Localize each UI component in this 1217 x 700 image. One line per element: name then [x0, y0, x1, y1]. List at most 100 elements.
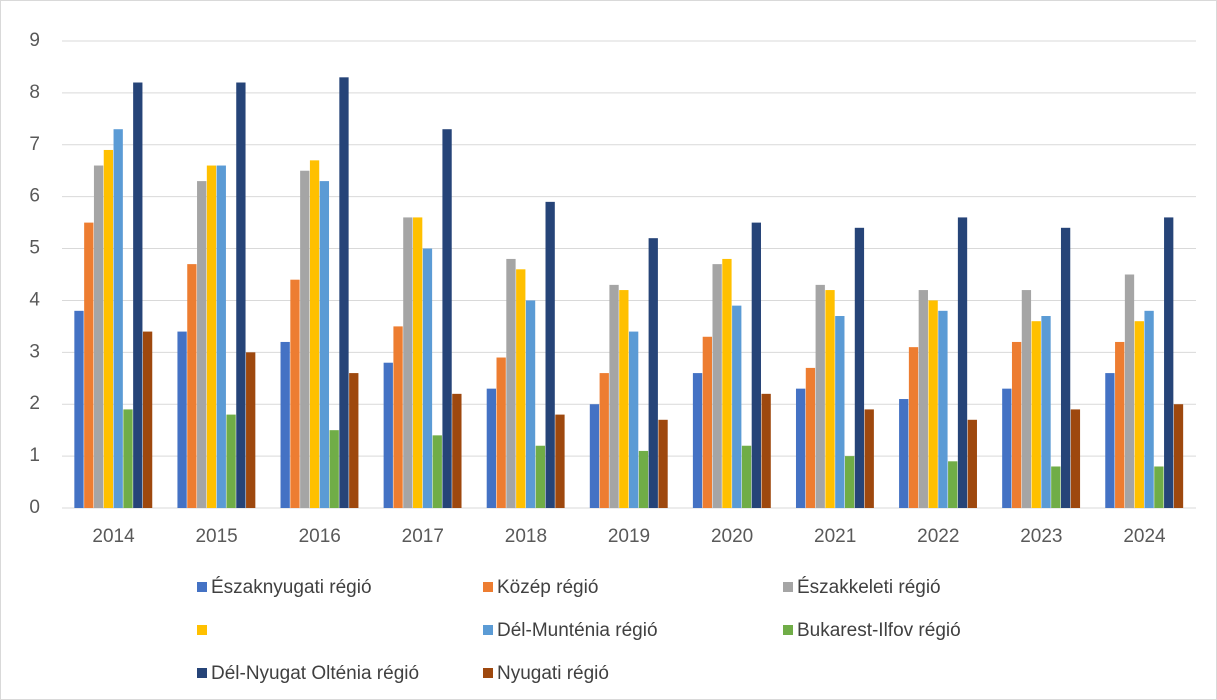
- x-tick-label: 2019: [608, 526, 650, 547]
- x-tick-label: 2020: [711, 526, 753, 547]
- y-tick-label: 9: [29, 30, 40, 51]
- bar: [599, 373, 609, 508]
- bar: [835, 316, 845, 508]
- x-tick-label: 2024: [1123, 526, 1166, 547]
- bar: [899, 399, 909, 508]
- legend-swatch: [197, 668, 207, 678]
- bar: [638, 450, 649, 508]
- bar: [702, 336, 712, 508]
- bar: [1173, 404, 1184, 508]
- bar: [422, 248, 433, 509]
- x-tick-label: 2015: [195, 526, 237, 547]
- bar: [761, 393, 771, 508]
- bar: [413, 217, 423, 508]
- bar: [1164, 217, 1174, 508]
- legend-label: Északnyugati régió: [211, 577, 372, 598]
- bar: [280, 341, 290, 508]
- x-tick-label: 2021: [814, 526, 856, 547]
- bar: [1154, 466, 1164, 508]
- y-tick-label: 3: [29, 341, 40, 362]
- y-tick-label: 2: [29, 393, 40, 414]
- legend-swatch: [783, 625, 793, 635]
- bar: [948, 461, 958, 508]
- bar: [339, 77, 349, 509]
- bar: [103, 149, 114, 508]
- bar: [432, 435, 442, 508]
- bar: [555, 414, 565, 508]
- x-tick-label: 2018: [505, 526, 547, 547]
- bar: [658, 419, 668, 508]
- bar: [113, 129, 123, 508]
- legend-label: Bukarest-Ilfov régió: [797, 620, 961, 641]
- bar: [722, 258, 732, 508]
- x-tick-label: 2022: [917, 526, 959, 547]
- legend-label: Északkeleti régió: [797, 577, 941, 598]
- bar: [1051, 466, 1061, 508]
- bar: [732, 305, 742, 508]
- bar: [609, 284, 619, 508]
- x-tick-label: 2017: [402, 526, 444, 547]
- y-tick-label: 0: [29, 497, 40, 518]
- bar: [805, 367, 816, 508]
- bar: [123, 409, 133, 508]
- bar: [1060, 227, 1071, 509]
- bar: [938, 310, 948, 508]
- legend-swatch: [197, 582, 207, 592]
- bar: [619, 290, 629, 508]
- y-tick-label: 4: [29, 289, 40, 310]
- bar: [535, 445, 546, 508]
- bar: [246, 352, 256, 508]
- bar: [1134, 321, 1144, 508]
- bar: [741, 445, 752, 508]
- bar: [1105, 373, 1115, 508]
- bar: [1002, 388, 1012, 508]
- legend-label: Nyugati régió: [497, 663, 609, 684]
- bar: [206, 165, 217, 509]
- bar: [751, 222, 761, 508]
- bar: [187, 264, 197, 508]
- bar: [319, 181, 330, 508]
- y-tick-label: 6: [29, 186, 40, 207]
- bar: [177, 331, 187, 508]
- bar: [226, 414, 236, 508]
- bar: [589, 404, 600, 508]
- bar: [648, 238, 658, 508]
- bar: [393, 326, 403, 508]
- bar: [825, 290, 835, 508]
- bar: [957, 217, 968, 508]
- legend-swatch: [483, 625, 493, 635]
- bar: [84, 222, 94, 508]
- bar: [918, 290, 928, 508]
- bar: [349, 373, 359, 508]
- bar: [486, 388, 497, 508]
- legend-label: Dél-Munténia régió: [497, 620, 658, 641]
- bar: [93, 165, 104, 509]
- y-tick-label: 7: [29, 134, 40, 155]
- bar: [1070, 409, 1081, 508]
- bar: [815, 284, 825, 508]
- bar: [1041, 316, 1051, 508]
- y-tick-label: 5: [29, 238, 40, 259]
- bar: [403, 217, 413, 508]
- bar: [133, 82, 143, 508]
- bar: [496, 357, 506, 508]
- bar: [506, 258, 516, 508]
- bar: [290, 279, 300, 508]
- legend-swatch: [483, 668, 493, 678]
- bar: [712, 264, 722, 508]
- bar: [525, 300, 536, 508]
- legend-label: Dél-Nyugat Olténia régió: [211, 663, 419, 684]
- y-tick-label: 8: [29, 82, 40, 103]
- bar: [928, 300, 938, 508]
- bar: [1021, 290, 1032, 508]
- bar: [142, 331, 153, 508]
- bar: [74, 310, 84, 508]
- bar: [629, 331, 639, 508]
- bar: [383, 362, 393, 508]
- bar: [216, 165, 226, 509]
- legend-swatch: [197, 625, 207, 635]
- bar: [300, 170, 310, 508]
- bar: [692, 373, 703, 508]
- bar: [908, 347, 919, 508]
